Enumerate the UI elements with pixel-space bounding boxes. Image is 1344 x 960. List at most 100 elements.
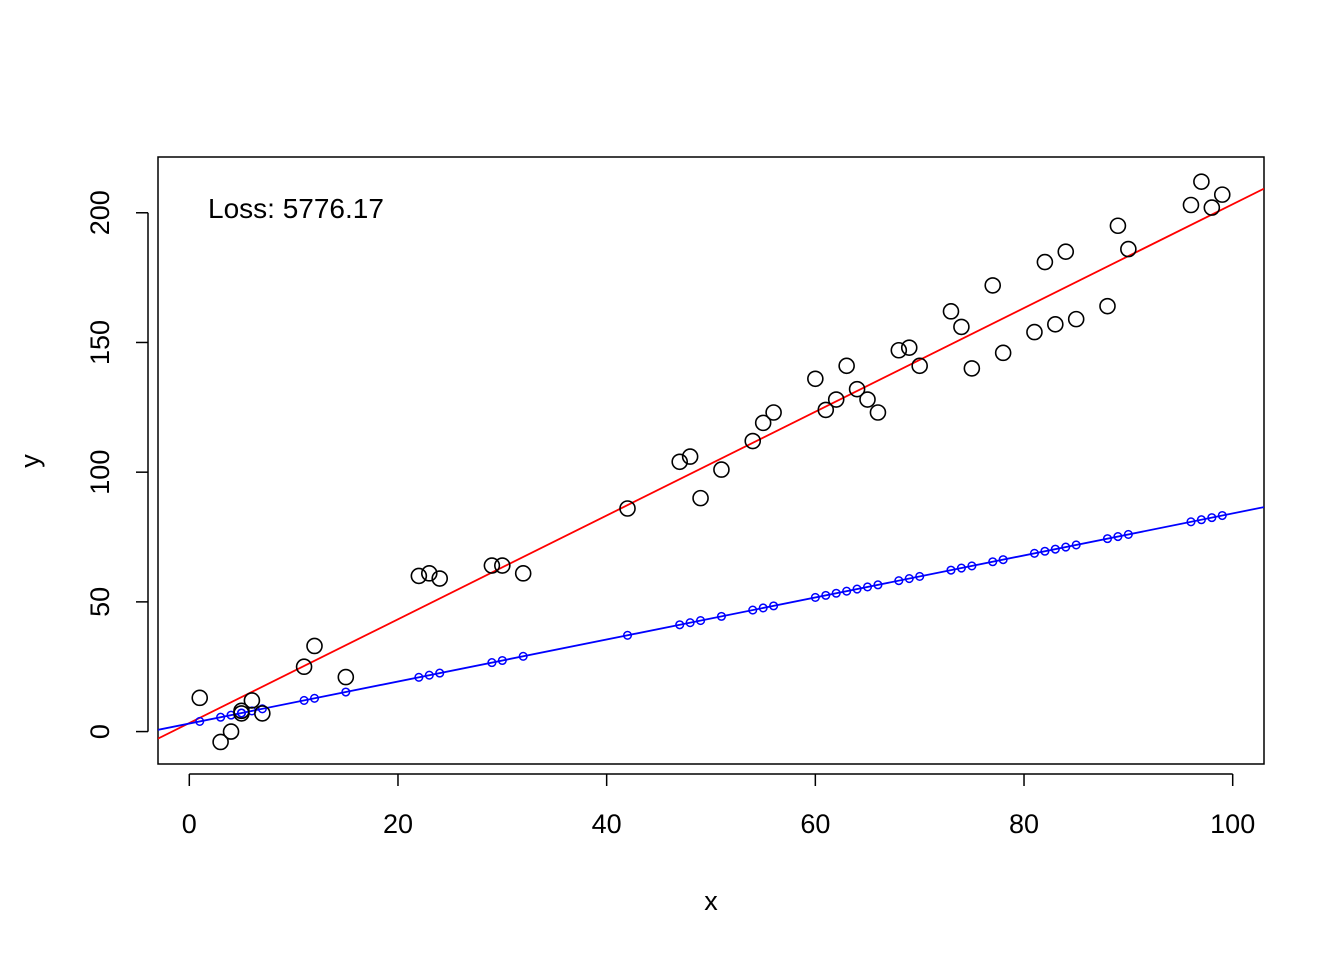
data-point [692, 489, 709, 507]
predicted-point [216, 712, 226, 722]
predicted-point [915, 571, 925, 582]
y-tick-label: 50 [85, 587, 115, 617]
predicted-point [956, 563, 966, 573]
data-point [671, 453, 688, 471]
predicted-point [1050, 544, 1060, 554]
predicted-point [716, 611, 726, 621]
predicted-point [1029, 548, 1040, 558]
data-point [420, 565, 438, 582]
data-point [619, 500, 636, 517]
data-point [859, 391, 876, 408]
predicted-point [195, 716, 205, 726]
y-tick-label: 200 [85, 190, 115, 235]
data-point [942, 303, 960, 320]
predicted-point [1123, 529, 1133, 539]
data-point [754, 414, 772, 432]
x-axis-label: x [704, 886, 718, 916]
predicted-point [622, 630, 633, 640]
predicted-point [675, 620, 685, 630]
data-point [1047, 316, 1064, 333]
data-point [890, 341, 908, 359]
predicted-point [946, 565, 956, 575]
predicted-point [758, 603, 768, 613]
data-point [713, 461, 730, 478]
data-point [807, 370, 824, 388]
data-point [911, 357, 928, 375]
predicted-point [1040, 546, 1050, 556]
data-point [1036, 253, 1054, 271]
predicted-point [1207, 513, 1217, 523]
predicted-point [497, 655, 507, 666]
data-point [1213, 186, 1231, 203]
predicted-point [435, 668, 445, 678]
loss-annotation: Loss: 5776.17 [208, 193, 384, 224]
predicted-point [769, 601, 779, 611]
model-line [158, 506, 1264, 731]
x-tick-label: 80 [1009, 809, 1039, 839]
predicted-point [1113, 531, 1123, 542]
data-point [1109, 217, 1127, 235]
predicted-point [299, 695, 309, 705]
predicted-point [1071, 540, 1081, 550]
data-point [827, 391, 845, 408]
fit-line [158, 187, 1264, 740]
predicted-point [998, 555, 1008, 565]
predicted-point [424, 670, 434, 680]
data-point [494, 557, 511, 574]
data-point [337, 668, 355, 686]
y-tick-label: 0 [85, 724, 115, 739]
data-point [1203, 199, 1221, 216]
predicted-point [1061, 542, 1071, 552]
predicted-point [1217, 510, 1227, 521]
axes: 0 20 40 60 80 100 0 50 100 150 200 [85, 190, 1255, 839]
chart-marks [158, 173, 1264, 751]
data-point [306, 637, 323, 655]
data-point [1193, 173, 1210, 190]
predicted-point [842, 586, 852, 596]
predicted-point [309, 693, 320, 703]
data-point [1057, 243, 1075, 260]
data-point [963, 360, 981, 377]
data-point [869, 404, 887, 421]
predicted-point [685, 618, 695, 628]
data-point [1099, 297, 1116, 315]
y-tick-label: 100 [85, 450, 115, 495]
data-point [1067, 310, 1085, 328]
data-point [953, 318, 970, 336]
data-point [744, 432, 762, 450]
predicted-point [967, 561, 977, 571]
predicted-point [1186, 517, 1196, 527]
data-point [984, 277, 1002, 294]
predicted-point [873, 580, 883, 590]
data-point [191, 689, 209, 707]
data-point [900, 339, 918, 356]
predicted-point [862, 582, 873, 592]
x-tick-label: 40 [592, 809, 622, 839]
predicted-point [748, 605, 758, 615]
predicted-point [487, 658, 497, 668]
data-point [681, 448, 699, 465]
predicted-point [1102, 534, 1113, 544]
y-axis-label: y [15, 454, 45, 468]
predicted-point [236, 708, 247, 718]
predicted-point [894, 576, 904, 586]
y-tick-label: 150 [85, 320, 115, 365]
x-tick-label: 20 [383, 809, 413, 839]
predicted-point [341, 687, 351, 697]
data-point [483, 557, 501, 574]
predicted-point [696, 616, 706, 626]
predicted-point [852, 584, 862, 594]
x-tick-label: 60 [800, 809, 830, 839]
data-point [254, 705, 271, 722]
predicted-point [810, 592, 820, 603]
data-point [994, 344, 1012, 362]
x-tick-label: 0 [182, 809, 197, 839]
data-point [838, 357, 855, 375]
data-point [295, 658, 313, 676]
x-tick-label: 100 [1210, 809, 1255, 839]
predicted-point [831, 588, 841, 598]
data-point [1026, 323, 1043, 341]
predicted-point [257, 704, 267, 714]
data-point [848, 380, 866, 398]
data-point [817, 401, 835, 419]
